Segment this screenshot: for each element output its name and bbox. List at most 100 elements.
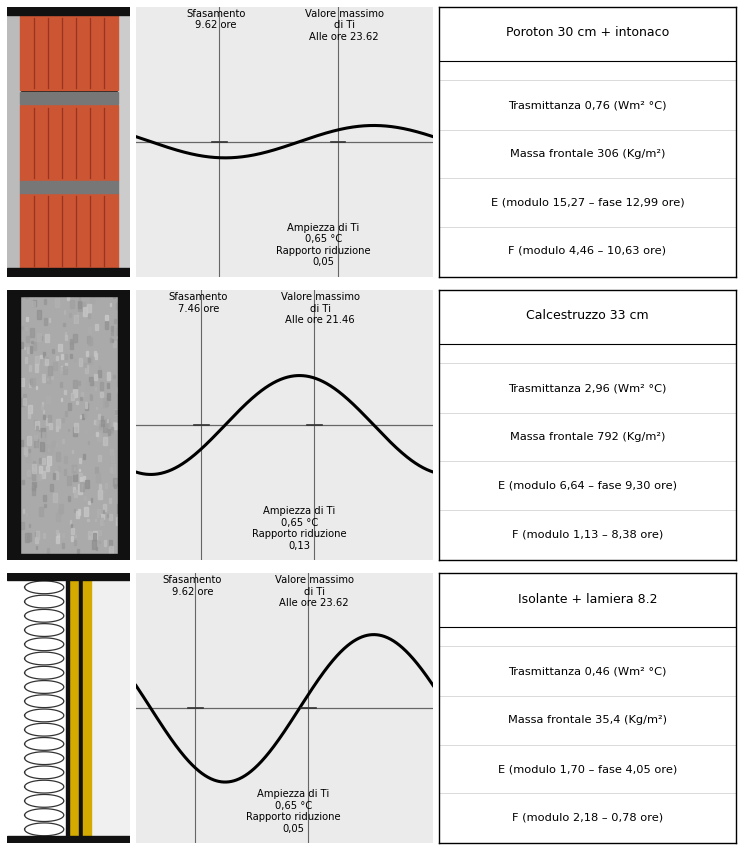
Bar [83, 363, 85, 367]
Bar [7, 7, 130, 15]
Bar [60, 367, 62, 373]
Bar [64, 310, 65, 314]
Bar [67, 476, 71, 485]
Bar [73, 428, 77, 436]
Text: Massa frontale 35,4 (Kg/m²): Massa frontale 35,4 (Kg/m²) [508, 716, 666, 725]
Bar [59, 343, 62, 351]
Bar [25, 326, 27, 330]
Bar [65, 363, 67, 368]
Bar [81, 392, 83, 397]
Bar [27, 533, 31, 541]
Bar [82, 454, 85, 459]
Bar [99, 541, 100, 543]
Bar [28, 413, 30, 418]
Bar [85, 366, 88, 372]
Bar [46, 418, 49, 425]
Bar [57, 538, 59, 542]
Bar [44, 318, 48, 326]
Bar [107, 514, 108, 517]
Bar [114, 341, 116, 347]
Bar [48, 448, 49, 451]
Bar [59, 504, 63, 513]
Bar [111, 454, 114, 462]
Bar [33, 482, 36, 487]
Bar [79, 298, 80, 300]
Text: F (modulo 1,13 – 8,38 ore): F (modulo 1,13 – 8,38 ore) [512, 530, 663, 539]
Bar [72, 450, 73, 453]
Bar [101, 420, 104, 427]
Bar [110, 449, 113, 456]
Bar [26, 317, 28, 321]
Bar [88, 501, 90, 503]
Bar [79, 473, 82, 480]
Bar [58, 508, 61, 515]
Bar [31, 341, 33, 343]
Bar [110, 467, 112, 472]
Bar [24, 447, 27, 453]
Bar [98, 455, 101, 462]
Bar [27, 347, 30, 353]
Bar [85, 403, 88, 410]
Bar [71, 393, 74, 400]
Bar [79, 304, 80, 309]
Bar [58, 466, 60, 471]
Bar [33, 439, 38, 447]
Bar [77, 312, 79, 316]
Bar [93, 533, 96, 541]
Bar [29, 524, 30, 527]
Bar [117, 387, 120, 393]
Bar [30, 382, 31, 387]
Bar [88, 359, 90, 362]
Bar [77, 549, 79, 552]
Bar [21, 377, 22, 380]
Bar [39, 507, 43, 517]
Text: E (modulo 6,64 – fase 9,30 ore): E (modulo 6,64 – fase 9,30 ore) [498, 481, 677, 490]
Bar [24, 324, 25, 328]
Bar [21, 331, 25, 339]
Bar [111, 431, 113, 433]
Bar [68, 403, 71, 410]
Bar [88, 337, 92, 345]
Bar [80, 478, 82, 482]
Bar [7, 12, 20, 271]
Bar [101, 416, 103, 420]
Bar [65, 332, 66, 336]
Bar [23, 399, 26, 405]
Bar [87, 304, 91, 312]
Bar [117, 503, 121, 513]
Bar [103, 398, 107, 406]
Bar [37, 357, 40, 363]
Bar [77, 509, 80, 514]
Bar [70, 342, 74, 349]
Bar [47, 547, 49, 553]
Bar [100, 392, 103, 397]
Bar [74, 315, 78, 323]
Bar [27, 454, 30, 462]
Bar [20, 343, 21, 345]
Bar [99, 484, 101, 489]
Bar [25, 292, 28, 298]
Bar [54, 471, 58, 479]
Bar [45, 377, 46, 380]
Bar [78, 484, 82, 494]
Bar [71, 528, 74, 534]
Bar [103, 504, 106, 511]
Bar [98, 490, 102, 499]
Bar [20, 398, 24, 406]
Bar [62, 439, 64, 443]
Bar [80, 415, 81, 417]
Bar [117, 290, 130, 560]
Bar [79, 581, 83, 836]
Bar [29, 471, 32, 479]
Bar [28, 450, 30, 452]
Bar [92, 540, 97, 549]
Bar [30, 347, 33, 353]
Bar [101, 484, 105, 493]
Bar [33, 299, 36, 305]
Bar [56, 452, 60, 461]
Bar [88, 530, 91, 539]
Bar [101, 517, 103, 522]
Bar [23, 394, 26, 400]
Bar [88, 327, 91, 332]
Bar [24, 347, 25, 349]
